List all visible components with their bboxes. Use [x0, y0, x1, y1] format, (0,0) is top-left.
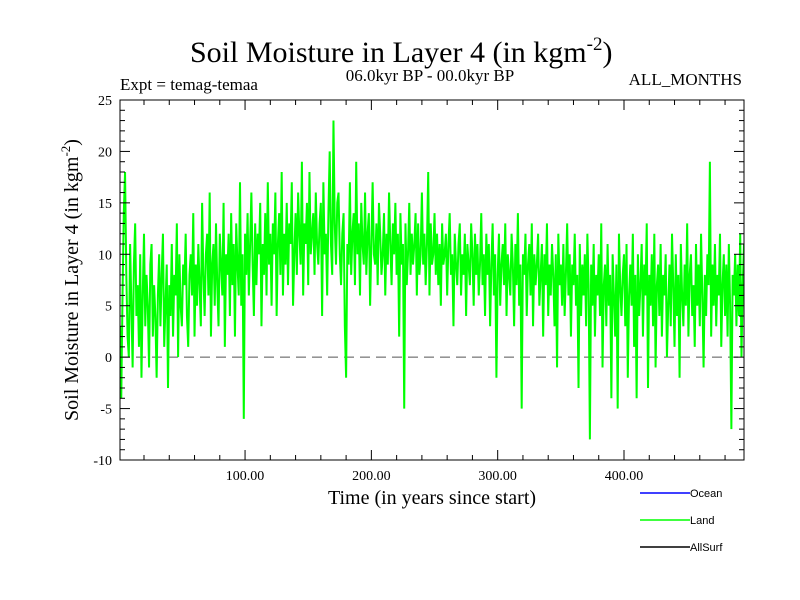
legend-allsurf-label: AllSurf	[690, 542, 723, 554]
chart-title-sup: -2	[587, 34, 603, 55]
legend: Ocean Land AllSurf	[640, 488, 723, 554]
y-axis-label: Soil Moisture in Layer 4 (in kgm-2)	[58, 139, 83, 421]
subtitle-months: ALL_MONTHS	[629, 70, 742, 89]
y-axis-label-main: Soil Moisture in Layer 4 (in kgm	[61, 156, 83, 421]
series-line-land	[120, 120, 744, 440]
y-tick-label: 25	[98, 94, 112, 109]
x-tick-label: 300.00	[478, 469, 517, 484]
y-tick-label: 0	[105, 351, 112, 366]
subtitle-period: 06.0kyr BP - 00.0kyr BP	[346, 66, 514, 85]
subtitle-experiment: Expt = temag-temaa	[120, 75, 258, 94]
chart-title-main: Soil Moisture in Layer 4 (in kgm	[190, 36, 587, 69]
x-tick-label: 200.00	[352, 469, 391, 484]
x-tick-label: 400.00	[605, 469, 644, 484]
legend-land-label: Land	[690, 515, 714, 527]
y-tick-label: -10	[93, 454, 112, 469]
y-tick-label: 5	[105, 300, 112, 315]
chart-title-close: )	[602, 36, 612, 69]
x-axis-label: Time (in years since start)	[328, 487, 536, 509]
tick-layer: 100.00 200.00 300.00 400.00 -10 -5 0 5 10 15 20 25	[93, 94, 744, 484]
y-tick-label: 15	[98, 197, 112, 212]
y-tick-label: 10	[98, 248, 112, 263]
chart-title: Soil Moisture in Layer 4 (in kgm-2)	[190, 34, 612, 69]
y-tick-label: -5	[100, 403, 112, 418]
y-axis-label-close: )	[61, 139, 83, 146]
y-axis-label-sup: -2	[58, 146, 73, 157]
plot-frame	[119, 99, 745, 461]
legend-ocean-label: Ocean	[690, 488, 722, 500]
series-layer	[120, 120, 744, 440]
x-tick-label: 100.00	[226, 469, 265, 484]
y-tick-label: 20	[98, 145, 112, 160]
